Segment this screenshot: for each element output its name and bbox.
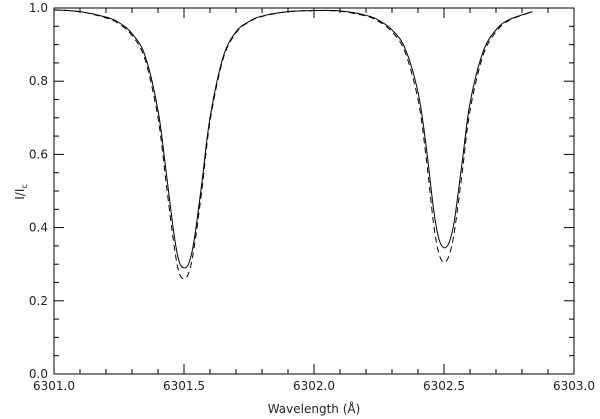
y-axis-title-slash: / [13,191,27,196]
axis-tick-labels: 6301.0 6301.5 6302.0 6302.5 6303.0 0.0 0.2 0.4 0… [29,1,595,393]
y-tick-label: 0.2 [29,294,48,308]
x-tick-label: 6302.5 [423,379,465,393]
svg-text:I/Ic: I/Ic [13,184,29,200]
dashed-profile-line [53,9,533,280]
solid-profile-line [53,9,533,269]
series-layer [53,9,533,280]
y-axis-title: I/Ic [13,184,29,200]
y-tick-label: 0.4 [29,221,48,235]
x-tick-label: 6301.0 [33,379,75,393]
x-tick-label: 6302.0 [293,379,335,393]
y-tick-label: 0.0 [29,367,48,381]
y-tick-label: 1.0 [29,1,48,15]
y-axis-title-denominator: I [13,189,27,193]
x-tick-label: 6301.5 [163,379,205,393]
x-tick-label: 6303.0 [553,379,595,393]
y-axis-title-main: I [13,196,27,200]
y-axis-title-subscript: c [20,184,29,188]
y-tick-label: 0.6 [29,147,48,161]
y-tick-label: 0.8 [29,74,48,88]
x-axis-title: Wavelength (Å) [268,401,361,416]
axis-ticks [53,7,575,375]
plot-frame [53,7,575,375]
